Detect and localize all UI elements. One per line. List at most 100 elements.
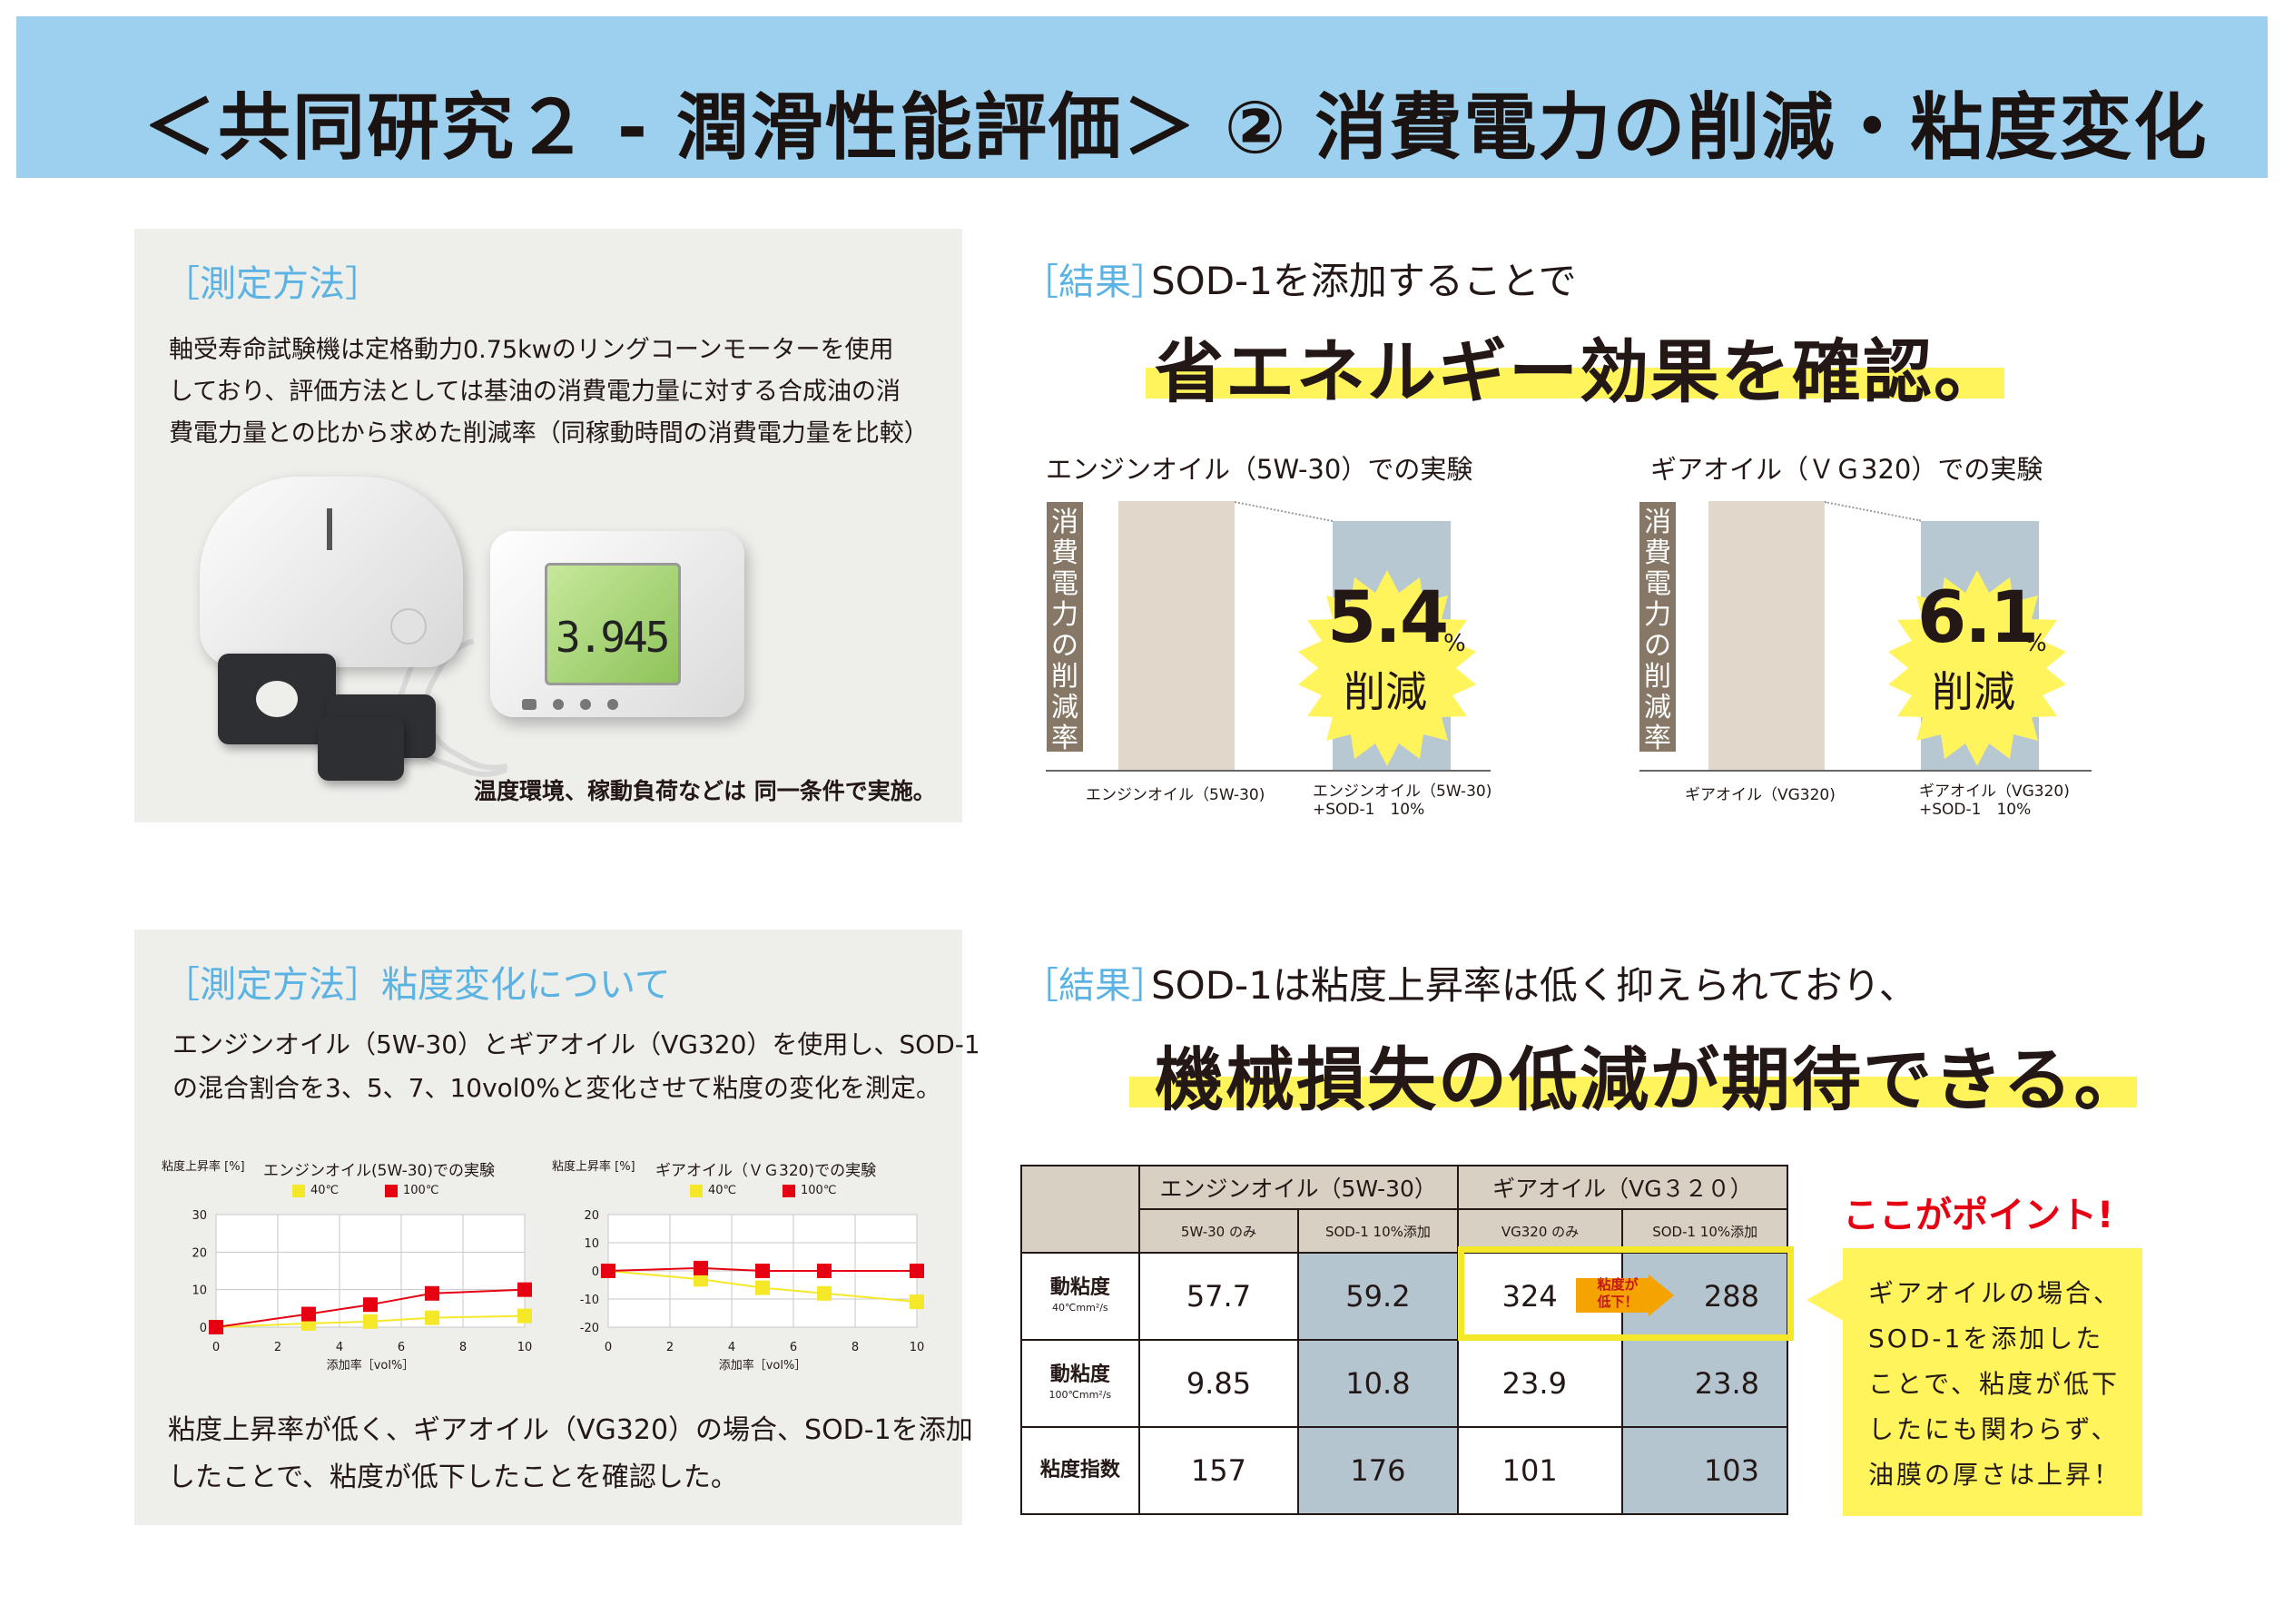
- table-cell: 176: [1297, 1426, 1459, 1515]
- summary-line: したことで、粘度が低下したことを確認した。: [168, 1462, 738, 1493]
- y-tick-label: -10: [580, 1294, 599, 1307]
- reduction-unit: %: [1443, 630, 1466, 657]
- reduction-value: 5.4: [1327, 577, 1449, 659]
- reduction-text: 削減: [1932, 667, 2015, 716]
- table-cell: 59.2: [1297, 1252, 1459, 1341]
- reduction-guide-line: [1234, 501, 1334, 522]
- data-point: [363, 1297, 378, 1313]
- table-sub-header: 5W-30 のみ: [1137, 1208, 1300, 1254]
- viscosity-table: エンジンオイル（5W-30） ギアオイル（VG３２０） 5W-30 のみ SOD…: [1020, 1165, 1789, 1515]
- sensor-mark: [327, 508, 332, 550]
- result-subtitle: SOD-1は粘度上昇率は低く抑えられており、: [1151, 963, 1917, 1008]
- data-point: [755, 1280, 770, 1295]
- x-tick-label: 2: [274, 1341, 281, 1354]
- legend-swatch-yellow: [292, 1184, 305, 1197]
- row-label-text: 粘度指数: [1039, 1459, 1120, 1481]
- result-label: ［結果］: [1022, 261, 1167, 303]
- x-tick-label: 0: [212, 1341, 220, 1354]
- table-row: 動粘度 40℃mm²/s 57.7 59.2 324 288: [1020, 1252, 1788, 1341]
- method-line: 費電力量との比から求めた削減率（同稼動時間の消費電力量を比較）: [169, 419, 929, 448]
- data-point: [517, 1282, 532, 1297]
- y-tick-label: 0: [200, 1322, 207, 1335]
- sensor-button-icon: [390, 608, 427, 645]
- point-line: SOD-1を添加した: [1868, 1324, 2104, 1353]
- mini-chart-title: ギアオイル（ＶＧ320)での実験: [655, 1162, 877, 1180]
- highlight-frame: [1458, 1246, 1794, 1341]
- viscosity-line: エンジンオイル（5W-30）とギアオイル（VG320）を使用し、SOD-1: [172, 1029, 980, 1059]
- legend-100c: 100℃: [783, 1184, 836, 1197]
- current-clamp: [318, 717, 404, 781]
- bar-label: エンジンオイル（5W-30) +SOD-1 10%: [1313, 782, 1491, 819]
- x-tick-label: 0: [605, 1341, 612, 1354]
- data-point: [817, 1285, 832, 1301]
- energy-chart-title: ギアオイル（ＶＧ320）での実験: [1650, 454, 2043, 485]
- row-label: 動粘度 100℃mm²/s: [1020, 1339, 1140, 1428]
- data-point: [363, 1314, 378, 1329]
- method-line: 軸受寿命試験機は定格動力0.75kwのリングコーンモーターを使用: [169, 336, 894, 364]
- table-cell: 23.8: [1621, 1339, 1788, 1428]
- row-sublabel: 40℃mm²/s: [1052, 1302, 1108, 1314]
- headline-highlight: [1129, 1077, 2137, 1107]
- table-sub-header: VG320 のみ: [1456, 1208, 1624, 1254]
- table-corner-cell: [1020, 1165, 1140, 1254]
- ylabel-text: 粘度上昇率 [%]: [552, 1160, 635, 1174]
- data-point: [755, 1264, 770, 1278]
- table-cell: 57.7: [1137, 1252, 1300, 1341]
- meter-reading: 3.945: [556, 613, 670, 662]
- row-sublabel: 100℃mm²/s: [1048, 1389, 1112, 1401]
- decrease-note: 粘度が 低下！: [1581, 1276, 1654, 1311]
- method-description: 軸受寿命試験機は定格動力0.75kwのリングコーンモーターを使用 しており、評価…: [169, 330, 929, 455]
- table-sub-header: SOD-1 10%添加: [1297, 1208, 1459, 1254]
- table-header-row: エンジンオイル（5W-30） ギアオイル（VG３２０）: [1020, 1165, 1789, 1254]
- x-tick-label: 2: [666, 1341, 674, 1354]
- legend-swatch-red: [385, 1184, 398, 1197]
- y-tick-label: 20: [584, 1209, 599, 1223]
- data-point: [817, 1264, 832, 1278]
- table-subheader-row: 5W-30 のみ SOD-1 10%添加 VG320 のみ SOD-1 10%添…: [1021, 1208, 1788, 1254]
- method-caption: 温度環境、稼動負荷などは 同一条件で実施。: [474, 778, 936, 804]
- mini-chart-ylabel: 粘度上昇率 [%]: [552, 1160, 635, 1175]
- table-cell: 157: [1137, 1426, 1300, 1515]
- viscosity-chart-engine: 0 2 4 6 8 10 0 10 20 30 添加率［vol%］: [192, 1209, 533, 1373]
- row-label-text: 動粘度: [1049, 1276, 1110, 1299]
- point-title: ここがポイント!: [1843, 1195, 2114, 1236]
- x-axis-label: 添加率［vol%］: [719, 1358, 807, 1373]
- legend-swatch-yellow: [690, 1184, 703, 1197]
- viscosity-line: の混合割合を3、5、7、10vol0%と変化させて粘度の変化を測定。: [172, 1073, 941, 1103]
- table-group-header: エンジンオイル（5W-30）: [1137, 1165, 1459, 1210]
- legend-label: 100℃: [801, 1184, 837, 1197]
- mini-chart-ylabel: 粘度上昇率 [%]: [162, 1160, 245, 1175]
- ylabel-text: 消費電力の削減率: [1051, 507, 1078, 754]
- x-tick-label: 10: [517, 1341, 533, 1354]
- bar-label-line: +SOD-1 10%: [1313, 801, 1425, 819]
- row-label: 粘度指数: [1020, 1426, 1140, 1515]
- viscosity-description: エンジンオイル（5W-30）とギアオイル（VG320）を使用し、SOD-1 の混…: [172, 1023, 980, 1110]
- bar-label: ギアオイル（VG320): [1685, 786, 1836, 804]
- chart-bar-base: [1118, 501, 1235, 770]
- bar-label-line: エンジンオイル（5W-30): [1313, 782, 1492, 801]
- energy-chart-title: エンジンオイル（5W-30）での実験: [1046, 454, 1473, 485]
- reduction-value: 6.1: [1917, 577, 2039, 659]
- title-banner: ＜共同研究２ - 潤滑性能評価＞ ② 消費電力の削減・粘度変化: [16, 16, 2268, 178]
- legend-40c: 40℃: [690, 1184, 736, 1197]
- x-tick-label: 4: [336, 1341, 343, 1354]
- x-axis-label: 添加率［vol%］: [327, 1358, 415, 1373]
- bar-label: エンジンオイル（5W-30): [1086, 786, 1265, 804]
- result-headline: 機械損失の低減が期待できる。: [1155, 1039, 2145, 1120]
- viscosity-summary: 粘度上昇率が低く、ギアオイル（VG320）の場合、SOD-1を添加 したことで、…: [168, 1407, 973, 1501]
- method-heading: ［測定方法］: [163, 263, 381, 305]
- data-point: [425, 1310, 439, 1325]
- data-point: [209, 1320, 223, 1334]
- clamp-hole: [256, 681, 298, 717]
- y-tick-label: -20: [580, 1322, 599, 1335]
- data-point: [694, 1272, 708, 1287]
- x-tick-label: 10: [910, 1341, 925, 1354]
- y-tick-label: 20: [192, 1246, 207, 1260]
- energy-chart-ylabel: 消費電力の削減率: [1047, 502, 1083, 754]
- point-line: ことで、粘度が低下: [1868, 1369, 2121, 1399]
- data-point: [694, 1260, 708, 1275]
- reduction-text: 削減: [1344, 667, 1427, 716]
- headline-highlight: [1146, 368, 2004, 399]
- table-cell: 9.85: [1137, 1339, 1300, 1428]
- bar-label-line: ギアオイル（VG320): [1919, 782, 2070, 801]
